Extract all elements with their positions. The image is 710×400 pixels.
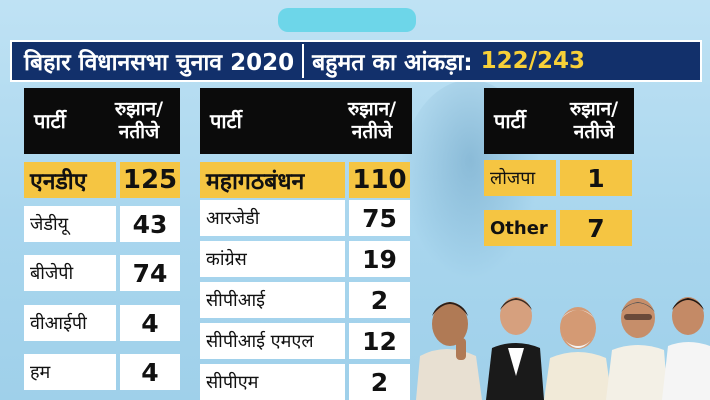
table-row: सीपीआई एमएल 12 — [200, 323, 410, 359]
table-row: जेडीयू 43 — [24, 206, 180, 242]
party-value: 2 — [349, 282, 410, 318]
table-row: बीजेपी 74 — [24, 255, 180, 291]
party-name: लोजपा — [484, 160, 556, 196]
nda-table: पार्टी रुझान/ नतीजे एनडीए 125 जेडीयू 43 … — [24, 88, 180, 394]
mgb-lead-row: महागठबंधन 110 — [200, 162, 410, 198]
table-row: Other 7 — [484, 210, 632, 246]
table-row: हम 4 — [24, 354, 180, 390]
party-value: 7 — [560, 210, 632, 246]
table-row: आरजेडी 75 — [200, 200, 410, 236]
party-name: बीजेपी — [24, 255, 116, 291]
party-value: 1 — [560, 160, 632, 196]
party-name: जेडीयू — [24, 206, 116, 242]
table-row: कांग्रेस 19 — [200, 241, 410, 277]
party-name: सीपीआई — [200, 282, 345, 318]
trend-header: रुझान/ नतीजे — [332, 88, 412, 154]
party-name: Other — [484, 210, 556, 246]
party-name: सीपीएम — [200, 364, 345, 400]
party-header: पार्टी — [24, 88, 98, 154]
trend-header: रुझान/ नतीजे — [554, 88, 634, 154]
banner-divider — [302, 44, 305, 78]
party-value: 75 — [349, 200, 410, 236]
alliance-name: महागठबंधन — [200, 162, 345, 198]
party-value: 4 — [120, 354, 180, 390]
party-name: वीआईपी — [24, 305, 116, 341]
majority-label: बहुमत का आंकड़ा: — [312, 50, 473, 76]
party-value: 12 — [349, 323, 410, 359]
party-name: कांग्रेस — [200, 241, 345, 277]
alliance-value: 125 — [120, 162, 180, 198]
mgb-table: पार्टी रुझान/ नतीजे महागठबंधन 110 आरजेडी… — [200, 88, 412, 400]
title-banner: बिहार विधानसभा चुनाव 2020 बहुमत का आंकड़… — [10, 40, 702, 82]
majority-value: 122/243 — [480, 48, 586, 74]
channel-logo — [278, 8, 416, 32]
party-value: 2 — [349, 364, 410, 400]
election-title: बिहार विधानसभा चुनाव 2020 — [24, 50, 295, 76]
party-name: आरजेडी — [200, 200, 345, 236]
leaders-photo — [416, 286, 710, 400]
party-value: 43 — [120, 206, 180, 242]
table-row: सीपीएम 2 — [200, 364, 410, 400]
others-table: पार्टी रुझान/ नतीजे लोजपा 1 Other 7 — [484, 88, 634, 248]
party-name: सीपीआई एमएल — [200, 323, 345, 359]
party-value: 19 — [349, 241, 410, 277]
party-header: पार्टी — [484, 88, 554, 154]
table-row: वीआईपी 4 — [24, 305, 180, 341]
party-header: पार्टी — [200, 88, 332, 154]
nda-lead-row: एनडीए 125 — [24, 162, 180, 198]
leaders-illustration — [416, 297, 710, 400]
trend-header: रुझान/ नतीजे — [98, 88, 180, 154]
alliance-name: एनडीए — [24, 162, 116, 198]
table-row: लोजपा 1 — [484, 160, 632, 196]
party-value: 74 — [120, 255, 180, 291]
alliance-value: 110 — [349, 162, 410, 198]
table-row: सीपीआई 2 — [200, 282, 410, 318]
party-name: हम — [24, 354, 116, 390]
party-value: 4 — [120, 305, 180, 341]
